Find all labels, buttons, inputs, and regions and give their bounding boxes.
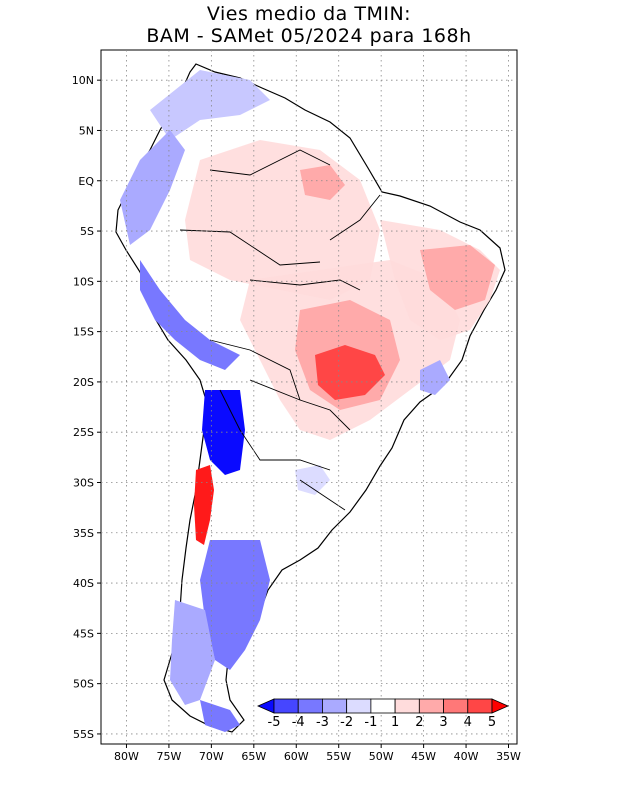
- border-line: [249, 279, 361, 291]
- colorbar-label: -4: [292, 715, 305, 730]
- border-line: [219, 389, 331, 471]
- colorbar-box: [467, 698, 493, 714]
- lon-tick-label: 80W: [114, 750, 139, 763]
- cold-bias-area-andes-north: [120, 130, 185, 245]
- cold-bias-area-north: [150, 70, 270, 140]
- lat-tick-label: EQ: [78, 175, 94, 188]
- map-title-line1: Vies medio da TMIN:: [206, 3, 412, 25]
- warm-bias-area-northeast: [420, 245, 495, 310]
- colorbar-box: [394, 698, 420, 714]
- colorbar-arrow-high: [491, 698, 509, 714]
- lat-tick-label: 20S: [73, 376, 94, 389]
- lon-tick-label: 45W: [411, 750, 436, 763]
- warm-bias-core-chile: [194, 465, 214, 545]
- colorbar-box: [297, 698, 323, 714]
- colorbar-label: 1: [391, 715, 399, 730]
- border-line: [209, 149, 331, 176]
- map-title-line2: BAM - SAMet 05/2024 para 168h: [146, 25, 472, 47]
- lon-tick-label: 70W: [199, 750, 224, 763]
- border-line: [299, 479, 346, 511]
- lon-tick-label: 40W: [454, 750, 479, 763]
- colorbar-box: [443, 698, 469, 714]
- colorbar-label: -5: [268, 715, 281, 730]
- lat-tick-label: 35S: [73, 527, 94, 540]
- cold-bias-area-argentina: [200, 540, 270, 670]
- lat-tick-label: 15S: [73, 326, 94, 339]
- lon-tick-label: 35W: [496, 750, 521, 763]
- map-grid: [101, 50, 517, 744]
- lon-tick-label: 75W: [156, 750, 181, 763]
- colorbar-label: 2: [415, 715, 423, 730]
- colorbar-label: -1: [364, 715, 377, 730]
- cold-bias-area-atacama: [202, 390, 245, 475]
- lon-axis: 80W 75W 70W 65W 60W 55W 50W 45W 40W 35W: [114, 744, 521, 763]
- lon-tick-label: 65W: [241, 750, 266, 763]
- cold-bias-area-patagonia: [170, 600, 215, 705]
- lat-tick-label: 55S: [73, 728, 94, 741]
- colorbar: -5 -4 -3 -2 -1 1 2 3 4 5: [257, 698, 509, 730]
- border-line: [329, 194, 381, 241]
- lat-tick-label: 50S: [73, 678, 94, 691]
- bias-fields: [115, 63, 506, 733]
- cold-bias-area-south: [200, 700, 240, 732]
- country-borders: [179, 149, 381, 511]
- colorbar-label: 3: [439, 715, 447, 730]
- border-line: [179, 229, 321, 266]
- lon-tick-label: 60W: [284, 750, 309, 763]
- colorbar-box: [418, 698, 444, 714]
- colorbar-label: -2: [340, 715, 353, 730]
- colorbar-box: [346, 698, 372, 714]
- cold-bias-area-uruguay: [295, 465, 330, 495]
- lat-tick-label: 5N: [79, 124, 94, 137]
- lat-tick-label: 25S: [73, 426, 94, 439]
- colorbar-box: [322, 698, 348, 714]
- cold-bias-area-coast: [420, 360, 450, 395]
- lon-tick-label: 50W: [369, 750, 394, 763]
- colorbar-label: 4: [464, 715, 472, 730]
- border-line: [209, 339, 301, 401]
- warm-bias-core: [315, 345, 385, 400]
- lat-tick-label: 5S: [80, 225, 94, 238]
- lat-tick-label: 10S: [73, 275, 94, 288]
- cold-bias-area-peru: [140, 260, 240, 370]
- lat-tick-label: 10N: [72, 74, 94, 87]
- colorbar-box: [370, 698, 396, 714]
- lat-tick-label: 45S: [73, 627, 94, 640]
- colorbar-box: [273, 698, 299, 714]
- border-line: [249, 379, 351, 431]
- lon-tick-label: 55W: [326, 750, 351, 763]
- warm-bias-area-north: [300, 165, 345, 200]
- lat-tick-label: 40S: [73, 577, 94, 590]
- lat-tick-label: 30S: [73, 476, 94, 489]
- colorbar-label: -3: [316, 715, 329, 730]
- lat-axis: 10N 5N EQ 5S 10S 15S 20S 25S 30S 35S 40S 45S 50S 55S: [72, 74, 101, 741]
- colorbar-label: 5: [488, 715, 496, 730]
